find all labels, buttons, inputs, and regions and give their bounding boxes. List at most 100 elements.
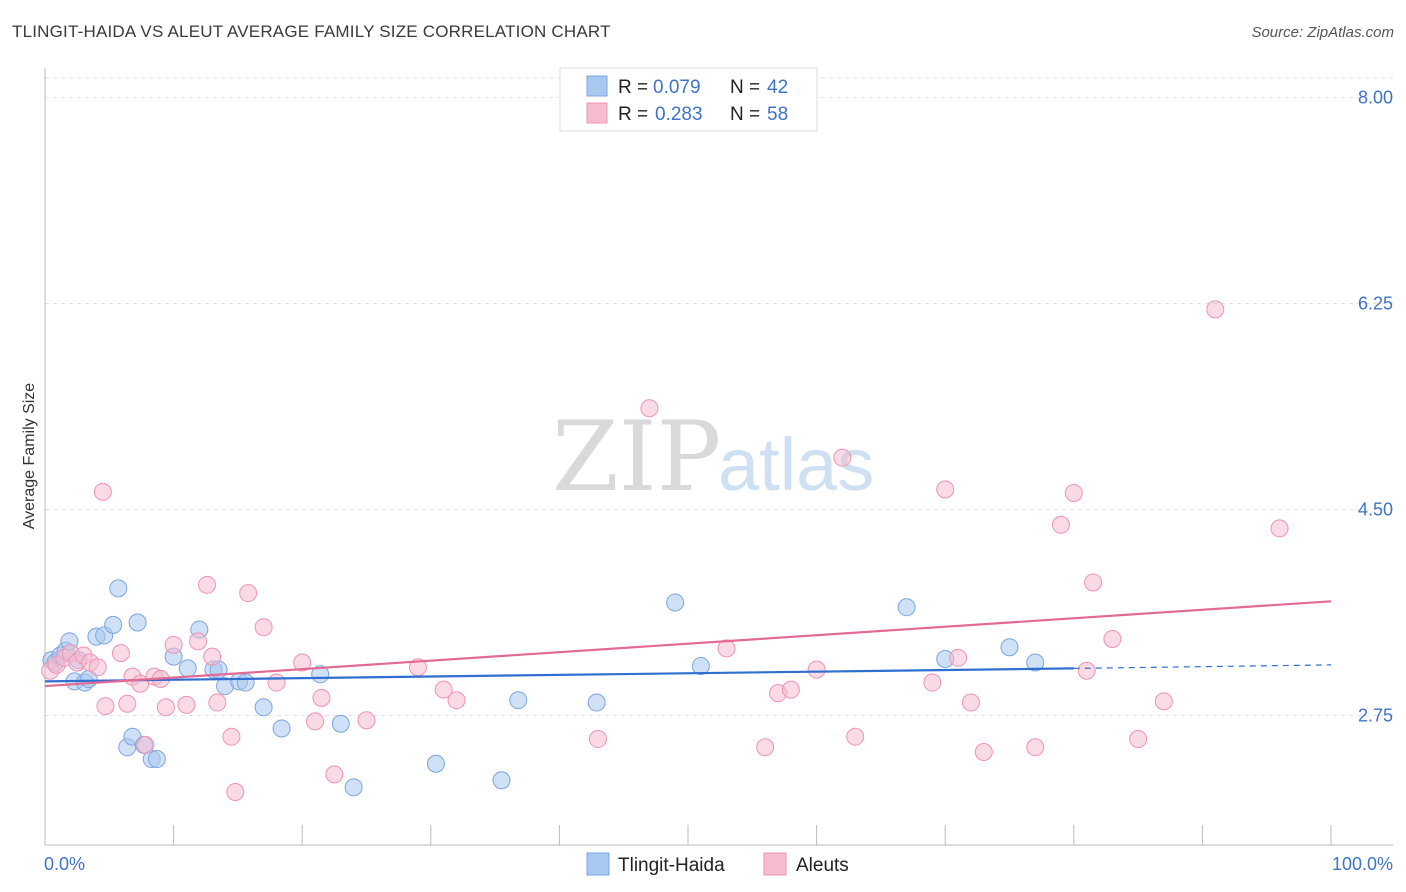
legend-r-label-1: R = — [618, 77, 648, 98]
aleuts-point — [293, 653, 312, 672]
aleuts-point — [1084, 573, 1103, 592]
aleuts-point — [936, 480, 955, 499]
aleuts-point — [136, 735, 155, 754]
aleuts-point — [203, 647, 222, 666]
tlingit-haida-point — [178, 659, 197, 678]
aleuts-point — [447, 691, 466, 710]
aleuts-point — [1026, 738, 1045, 757]
aleuts-point — [118, 694, 137, 713]
aleuts-point — [1206, 300, 1225, 319]
aleuts-point — [177, 695, 196, 714]
aleuts-point — [198, 575, 217, 594]
aleuts-point — [756, 738, 775, 757]
legend-r-value-2: 0.283 — [655, 104, 703, 125]
tlingit-haida-point — [426, 754, 445, 773]
legend-n-label-2: N = — [730, 104, 760, 125]
series-legend-label-tlingit: Tlingit-Haida — [618, 855, 725, 876]
aleuts-point — [226, 783, 245, 802]
aleuts-point — [846, 727, 865, 746]
aleuts-point — [807, 660, 826, 679]
tlingit-haida-point — [104, 615, 123, 634]
aleuts-point — [974, 742, 993, 761]
x-tick-label-max: 100.0% — [1332, 854, 1393, 874]
tlingit-haida-point — [147, 750, 166, 769]
tlingit-haida-point — [1000, 638, 1019, 657]
aleuts-point — [88, 658, 107, 677]
y-tick-label: 6.25 — [1358, 293, 1393, 313]
tlingit-haida-point — [492, 771, 511, 790]
trend-lines — [44, 600, 1332, 688]
aleuts-point — [640, 399, 659, 418]
aleuts-point — [434, 680, 453, 699]
y-tick-label: 8.00 — [1358, 87, 1393, 107]
aleuts-point — [96, 697, 115, 716]
aleuts-point — [254, 618, 273, 637]
tlingit-haida-point — [331, 714, 350, 733]
y-axis-label: Average Family Size — [21, 383, 38, 530]
tlingit-haida-point — [1026, 653, 1045, 672]
aleuts-point — [1064, 483, 1083, 502]
x-ticks — [44, 825, 1332, 845]
aleuts-point — [357, 711, 376, 730]
tlingit-haida-point — [587, 693, 606, 712]
tlingit-haida-point — [272, 719, 291, 738]
series-legend-label-aleuts: Aleuts — [796, 855, 849, 876]
aleuts-point — [325, 765, 344, 784]
tlingit-haida-trend-extension — [1073, 664, 1332, 670]
aleuts-point — [1051, 515, 1070, 534]
tlingit-haida-point — [666, 593, 685, 612]
stats-legend: R = 0.079 N = 42 R = 0.283 N = 58 — [559, 67, 818, 132]
aleuts-point — [1270, 519, 1289, 538]
data-points — [41, 300, 1289, 802]
aleuts-point — [1154, 692, 1173, 711]
y-tick-label: 2.75 — [1358, 706, 1393, 726]
tlingit-haida-point — [691, 657, 710, 676]
aleuts-point — [306, 712, 325, 731]
aleuts-point — [239, 584, 258, 603]
aleuts-point — [189, 632, 208, 651]
aleuts-point — [1103, 629, 1122, 648]
legend-swatch-aleuts — [586, 102, 608, 124]
aleuts-point — [961, 693, 980, 712]
aleuts-point — [717, 639, 736, 658]
aleuts-point — [93, 482, 112, 501]
aleuts-point — [781, 680, 800, 699]
aleuts-point — [164, 635, 183, 654]
aleuts-point — [588, 730, 607, 749]
aleuts-point — [949, 648, 968, 667]
legend-r-label-2: R = — [618, 104, 648, 125]
chart-title: TLINGIT-HAIDA VS ALEUT AVERAGE FAMILY SI… — [12, 22, 611, 41]
series-legend: Tlingit-Haida Aleuts — [586, 852, 849, 876]
aleuts-point — [156, 698, 175, 717]
aleuts-point — [923, 673, 942, 692]
tlingit-haida-point — [897, 598, 916, 617]
source-label: Source: ZipAtlas.com — [1251, 24, 1394, 41]
watermark-atlas: atlas — [718, 423, 874, 506]
tlingit-haida-point — [344, 778, 363, 797]
y-tick-labels: 2.75 4.50 6.25 8.00 — [1358, 87, 1393, 725]
aleuts-trend-line — [44, 600, 1332, 688]
x-tick-label-min: 0.0% — [44, 854, 85, 874]
y-tick-label: 4.50 — [1358, 499, 1393, 519]
aleuts-point — [222, 727, 241, 746]
legend-n-value-1: 42 — [767, 77, 788, 98]
tlingit-haida-point — [236, 673, 255, 692]
series-legend-swatch-aleuts — [763, 852, 787, 876]
aleuts-point — [1077, 661, 1096, 680]
tlingit-haida-point — [128, 613, 147, 632]
aleuts-point — [833, 448, 852, 467]
watermark-zip: ZIP — [552, 401, 721, 513]
aleuts-point — [312, 688, 331, 707]
legend-swatch-tlingit — [586, 75, 608, 97]
tlingit-haida-trend-line — [44, 667, 1074, 683]
legend-n-label-1: N = — [730, 77, 760, 98]
legend-n-value-2: 58 — [767, 104, 788, 125]
aleuts-point — [267, 673, 286, 692]
series-legend-swatch-tlingit — [586, 852, 610, 876]
aleuts-point — [111, 644, 130, 663]
legend-r-value-1: 0.079 — [653, 77, 701, 98]
tlingit-haida-point — [509, 691, 528, 710]
grid-lines — [45, 77, 1393, 716]
tlingit-haida-point — [254, 698, 273, 717]
